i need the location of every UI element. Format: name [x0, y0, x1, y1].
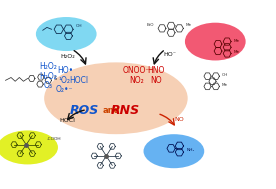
Text: -COOH: -COOH: [46, 137, 61, 141]
Text: HO⁻: HO⁻: [163, 52, 176, 57]
Text: Me: Me: [186, 22, 192, 26]
Text: O₂•⁻: O₂•⁻: [56, 85, 74, 94]
Text: HO•: HO•: [57, 66, 73, 75]
Text: and: and: [103, 106, 121, 115]
Text: O₃: O₃: [44, 81, 53, 91]
Ellipse shape: [36, 17, 97, 51]
Text: OH: OH: [221, 73, 228, 77]
Text: RNS: RNS: [111, 104, 140, 117]
Text: ROS: ROS: [70, 104, 99, 117]
Ellipse shape: [185, 23, 246, 60]
Text: H₂O₂: H₂O₂: [39, 62, 57, 71]
Text: OH: OH: [75, 24, 82, 28]
Text: Me: Me: [234, 39, 240, 43]
Text: NO₂: NO₂: [129, 76, 144, 85]
Text: ¹O₂: ¹O₂: [59, 76, 71, 85]
Text: NO: NO: [150, 76, 162, 85]
Text: H₂O₂: H₂O₂: [60, 54, 75, 59]
Text: Me: Me: [234, 50, 240, 54]
Text: HNO: HNO: [147, 66, 164, 75]
Text: ONOO⁻: ONOO⁻: [123, 66, 150, 75]
Ellipse shape: [0, 130, 58, 164]
Text: H₂O₂: H₂O₂: [39, 72, 57, 81]
Text: HOCl: HOCl: [60, 118, 76, 122]
Ellipse shape: [44, 62, 188, 134]
Text: Me: Me: [221, 83, 227, 87]
Text: NH₂: NH₂: [186, 148, 195, 152]
Text: NO: NO: [174, 117, 184, 122]
Text: HOCl: HOCl: [69, 76, 88, 85]
Text: EtO: EtO: [147, 22, 155, 26]
Text: S: S: [54, 76, 57, 81]
Ellipse shape: [144, 134, 204, 168]
